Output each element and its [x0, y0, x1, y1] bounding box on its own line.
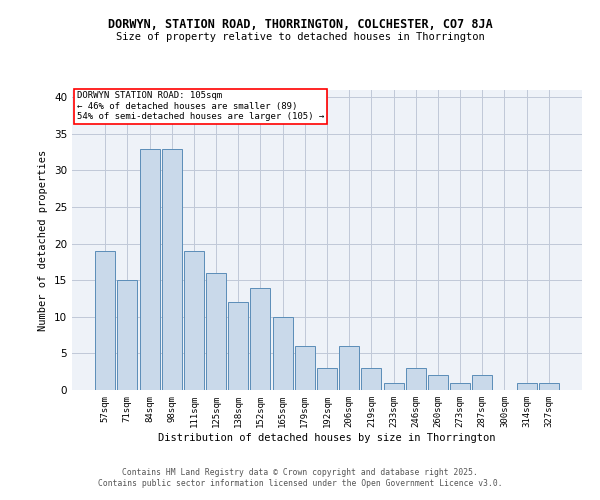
Bar — [472, 376, 492, 390]
Bar — [184, 251, 204, 390]
Text: DORWYN, STATION ROAD, THORRINGTON, COLCHESTER, CO7 8JA: DORWYN, STATION ROAD, THORRINGTON, COLCH… — [107, 18, 493, 30]
Bar — [118, 280, 137, 390]
Bar — [140, 148, 160, 390]
Bar — [250, 288, 271, 390]
Bar — [295, 346, 315, 390]
Bar — [162, 148, 182, 390]
Bar — [428, 376, 448, 390]
Bar — [406, 368, 426, 390]
Bar — [206, 273, 226, 390]
Bar — [339, 346, 359, 390]
Bar — [361, 368, 382, 390]
Bar — [383, 382, 404, 390]
Text: Contains HM Land Registry data © Crown copyright and database right 2025.
Contai: Contains HM Land Registry data © Crown c… — [98, 468, 502, 487]
Bar — [95, 251, 115, 390]
Bar — [317, 368, 337, 390]
Bar — [272, 317, 293, 390]
Y-axis label: Number of detached properties: Number of detached properties — [38, 150, 49, 330]
X-axis label: Distribution of detached houses by size in Thorrington: Distribution of detached houses by size … — [158, 432, 496, 442]
Bar — [539, 382, 559, 390]
Bar — [517, 382, 536, 390]
Bar — [450, 382, 470, 390]
Bar — [228, 302, 248, 390]
Text: Size of property relative to detached houses in Thorrington: Size of property relative to detached ho… — [116, 32, 484, 42]
Text: DORWYN STATION ROAD: 105sqm
← 46% of detached houses are smaller (89)
54% of sem: DORWYN STATION ROAD: 105sqm ← 46% of det… — [77, 92, 325, 122]
